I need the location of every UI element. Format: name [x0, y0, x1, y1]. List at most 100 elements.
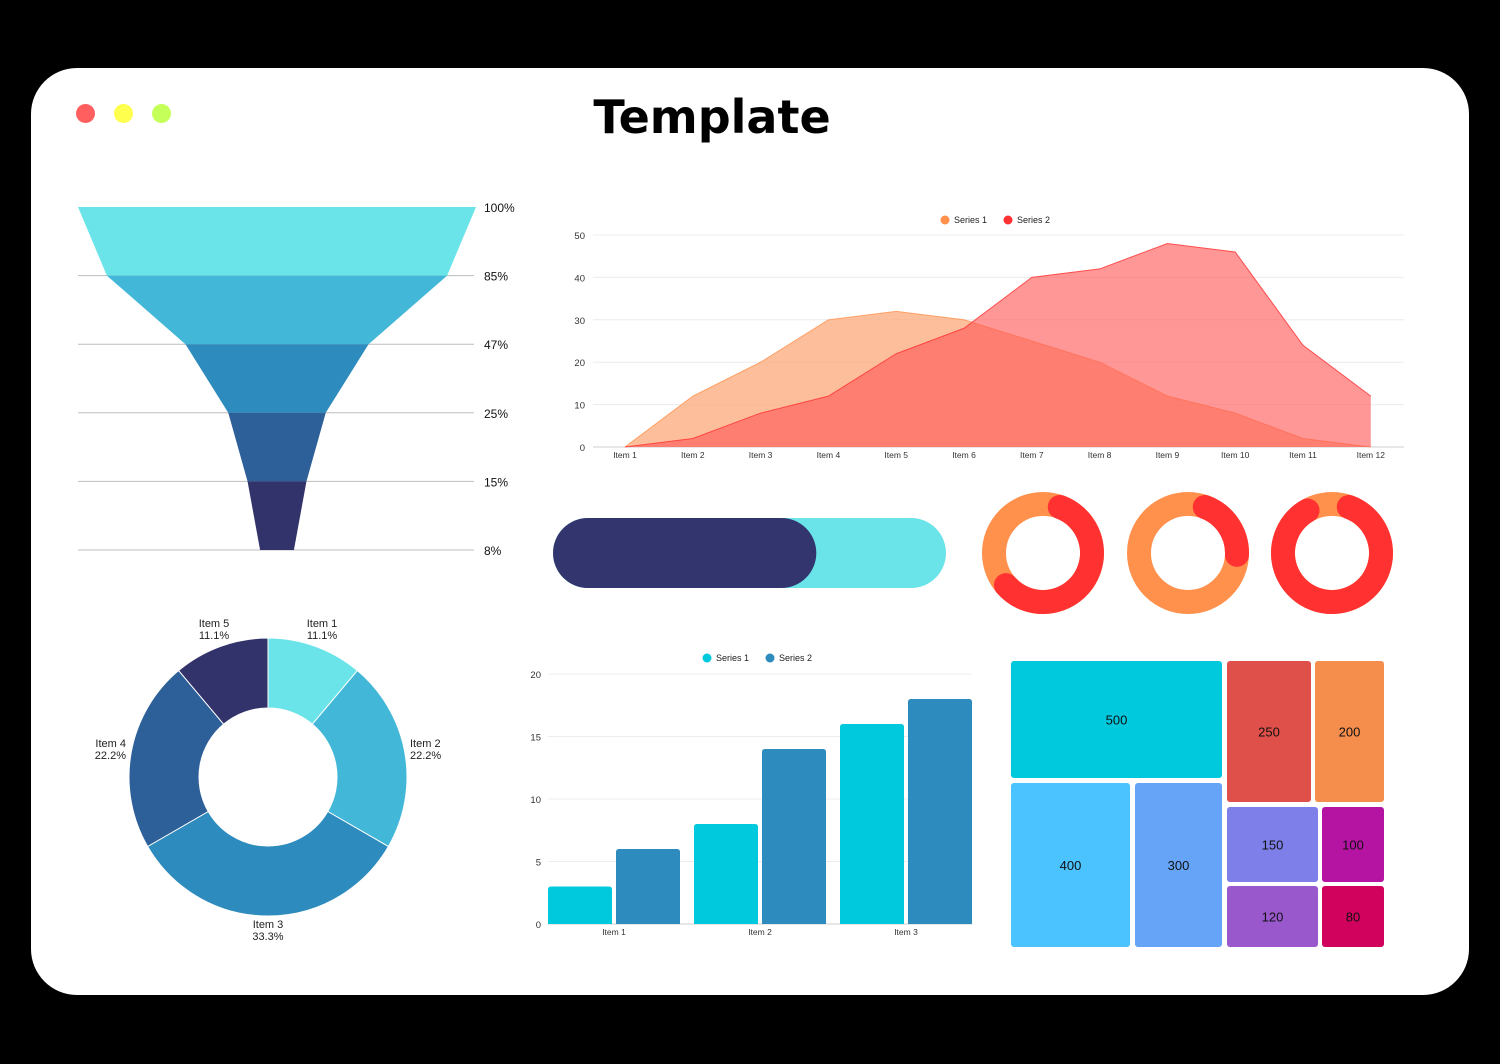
bar-xtick-label: Item 1 [602, 927, 626, 937]
treemap-cell-label: 400 [1060, 858, 1082, 873]
area-series-line [624, 242, 1372, 448]
pie-slice-label: Item 4 [95, 738, 126, 750]
bar-legend-swatch [765, 653, 775, 663]
treemap-chart: 500 400 300 250 200 150 100 120 80 [1011, 661, 1384, 947]
progress-bar [553, 518, 946, 588]
pie-slice [311, 669, 408, 848]
bar [694, 824, 758, 924]
funnel-stage [185, 344, 369, 413]
treemap-cell [1011, 783, 1130, 947]
area-xtick-label: Item 1 [613, 450, 637, 460]
area-ytick-label: 50 [574, 231, 585, 242]
gauge-value-arc [1271, 492, 1393, 614]
treemap-cell-label: 120 [1262, 910, 1284, 925]
treemap-cell [1322, 807, 1384, 882]
funnel-label: 25% [484, 407, 508, 421]
area-legend-swatch [1003, 215, 1013, 225]
bar [840, 724, 904, 924]
bar-ytick-label: 15 [530, 733, 541, 744]
area-xtick-label: Item 6 [952, 450, 976, 460]
funnel-stage [228, 412, 326, 482]
area-ytick-label: 40 [574, 273, 585, 284]
pie-slice [146, 810, 390, 917]
area-xtick-label: Item 5 [884, 450, 908, 460]
funnel-stage [106, 275, 448, 345]
funnel-label: 47% [484, 338, 508, 352]
pie-slice-pct: 33.3% [252, 931, 283, 943]
donut-gauges [982, 492, 1393, 614]
treemap-cell-label: 80 [1346, 910, 1360, 925]
bar [616, 849, 680, 924]
gauge-value-arc [1127, 492, 1249, 614]
maximize-window-dot[interactable] [152, 104, 171, 123]
treemap-cell [1011, 661, 1222, 778]
area-xtick-label: Item 7 [1020, 450, 1044, 460]
area-xtick-label: Item 8 [1088, 450, 1112, 460]
bar-ytick-label: 0 [536, 920, 541, 931]
treemap-cell [1227, 807, 1318, 882]
area-chart: 0 10 20 30 40 50 Item 1 Item 2 Item 3 Item 4 Item … [574, 215, 1404, 460]
area-ytick-label: 20 [574, 358, 585, 369]
gauge-value-arc [982, 492, 1104, 614]
bar-ytick-label: 5 [536, 858, 541, 869]
treemap-cell-label: 500 [1106, 713, 1128, 728]
bar-xtick-label: Item 2 [748, 927, 772, 937]
treemap-cell [1227, 661, 1311, 802]
treemap-cell-label: 250 [1258, 725, 1280, 740]
funnel-label: 85% [484, 270, 508, 284]
funnel-stage [247, 481, 307, 550]
bar [548, 886, 612, 924]
area-series-fill [625, 243, 1371, 447]
area-xtick-label: Item 10 [1221, 450, 1250, 460]
area-ytick-label: 0 [580, 443, 585, 454]
minimize-window-dot[interactable] [114, 104, 133, 123]
area-legend-label: Series 2 [1017, 215, 1050, 225]
area-ytick-label: 10 [574, 401, 585, 412]
treemap-cell [1322, 886, 1384, 947]
bar-ytick-label: 20 [530, 670, 541, 681]
area-xtick-label: Item 9 [1156, 450, 1180, 460]
funnel-label: 15% [484, 475, 508, 489]
funnel-chart: 100% 85% 47% 25% 15% 8% [78, 201, 515, 558]
pie-slice-pct: 22.2% [410, 750, 441, 762]
pie-slice-pct: 11.1% [199, 630, 230, 642]
treemap-cell-label: 200 [1339, 725, 1361, 740]
close-window-dot[interactable] [76, 104, 95, 123]
bar [908, 699, 972, 924]
area-xtick-label: Item 12 [1357, 450, 1386, 460]
funnel-label: 8% [484, 544, 502, 558]
pie-chart: Item 111.1%Item 222.2%Item 333.3%Item 42… [95, 618, 442, 943]
treemap-cell-label: 300 [1168, 858, 1190, 873]
bar-legend-swatch [702, 653, 712, 663]
pie-slice-label: Item 5 [199, 618, 230, 630]
pie-slice-pct: 11.1% [307, 630, 338, 642]
bar-legend-label: Series 1 [716, 653, 749, 663]
area-xtick-label: Item 11 [1289, 450, 1317, 460]
bar-ytick-label: 10 [530, 795, 541, 806]
area-xtick-label: Item 4 [817, 450, 841, 460]
pie-slice-label: Item 2 [410, 738, 441, 750]
treemap-cell-label: 100 [1342, 838, 1364, 853]
treemap-cell-label: 150 [1262, 838, 1284, 853]
bar-legend-label: Series 2 [779, 653, 812, 663]
area-xtick-label: Item 3 [749, 450, 773, 460]
pie-slice-label: Item 1 [307, 618, 338, 630]
pie-slice-pct: 22.2% [95, 750, 126, 762]
area-legend-swatch [940, 215, 950, 225]
bar-chart: 0 5 10 15 20 Item 1 Item 2 Item 3 Series 1 Series… [530, 653, 972, 937]
page-title: Template [593, 90, 831, 144]
area-legend-label: Series 1 [954, 215, 987, 225]
progress-fill [553, 518, 817, 588]
pie-slice [128, 669, 225, 848]
area-xtick-label: Item 2 [681, 450, 705, 460]
treemap-cell [1135, 783, 1222, 947]
treemap-cell [1227, 886, 1318, 947]
funnel-label: 100% [484, 201, 515, 215]
bar-xtick-label: Item 3 [894, 927, 918, 937]
area-ytick-label: 30 [574, 316, 585, 327]
treemap-cell [1315, 661, 1384, 802]
pie-slice-label: Item 3 [253, 919, 284, 931]
bar [762, 749, 826, 924]
pie-slice [177, 637, 269, 725]
